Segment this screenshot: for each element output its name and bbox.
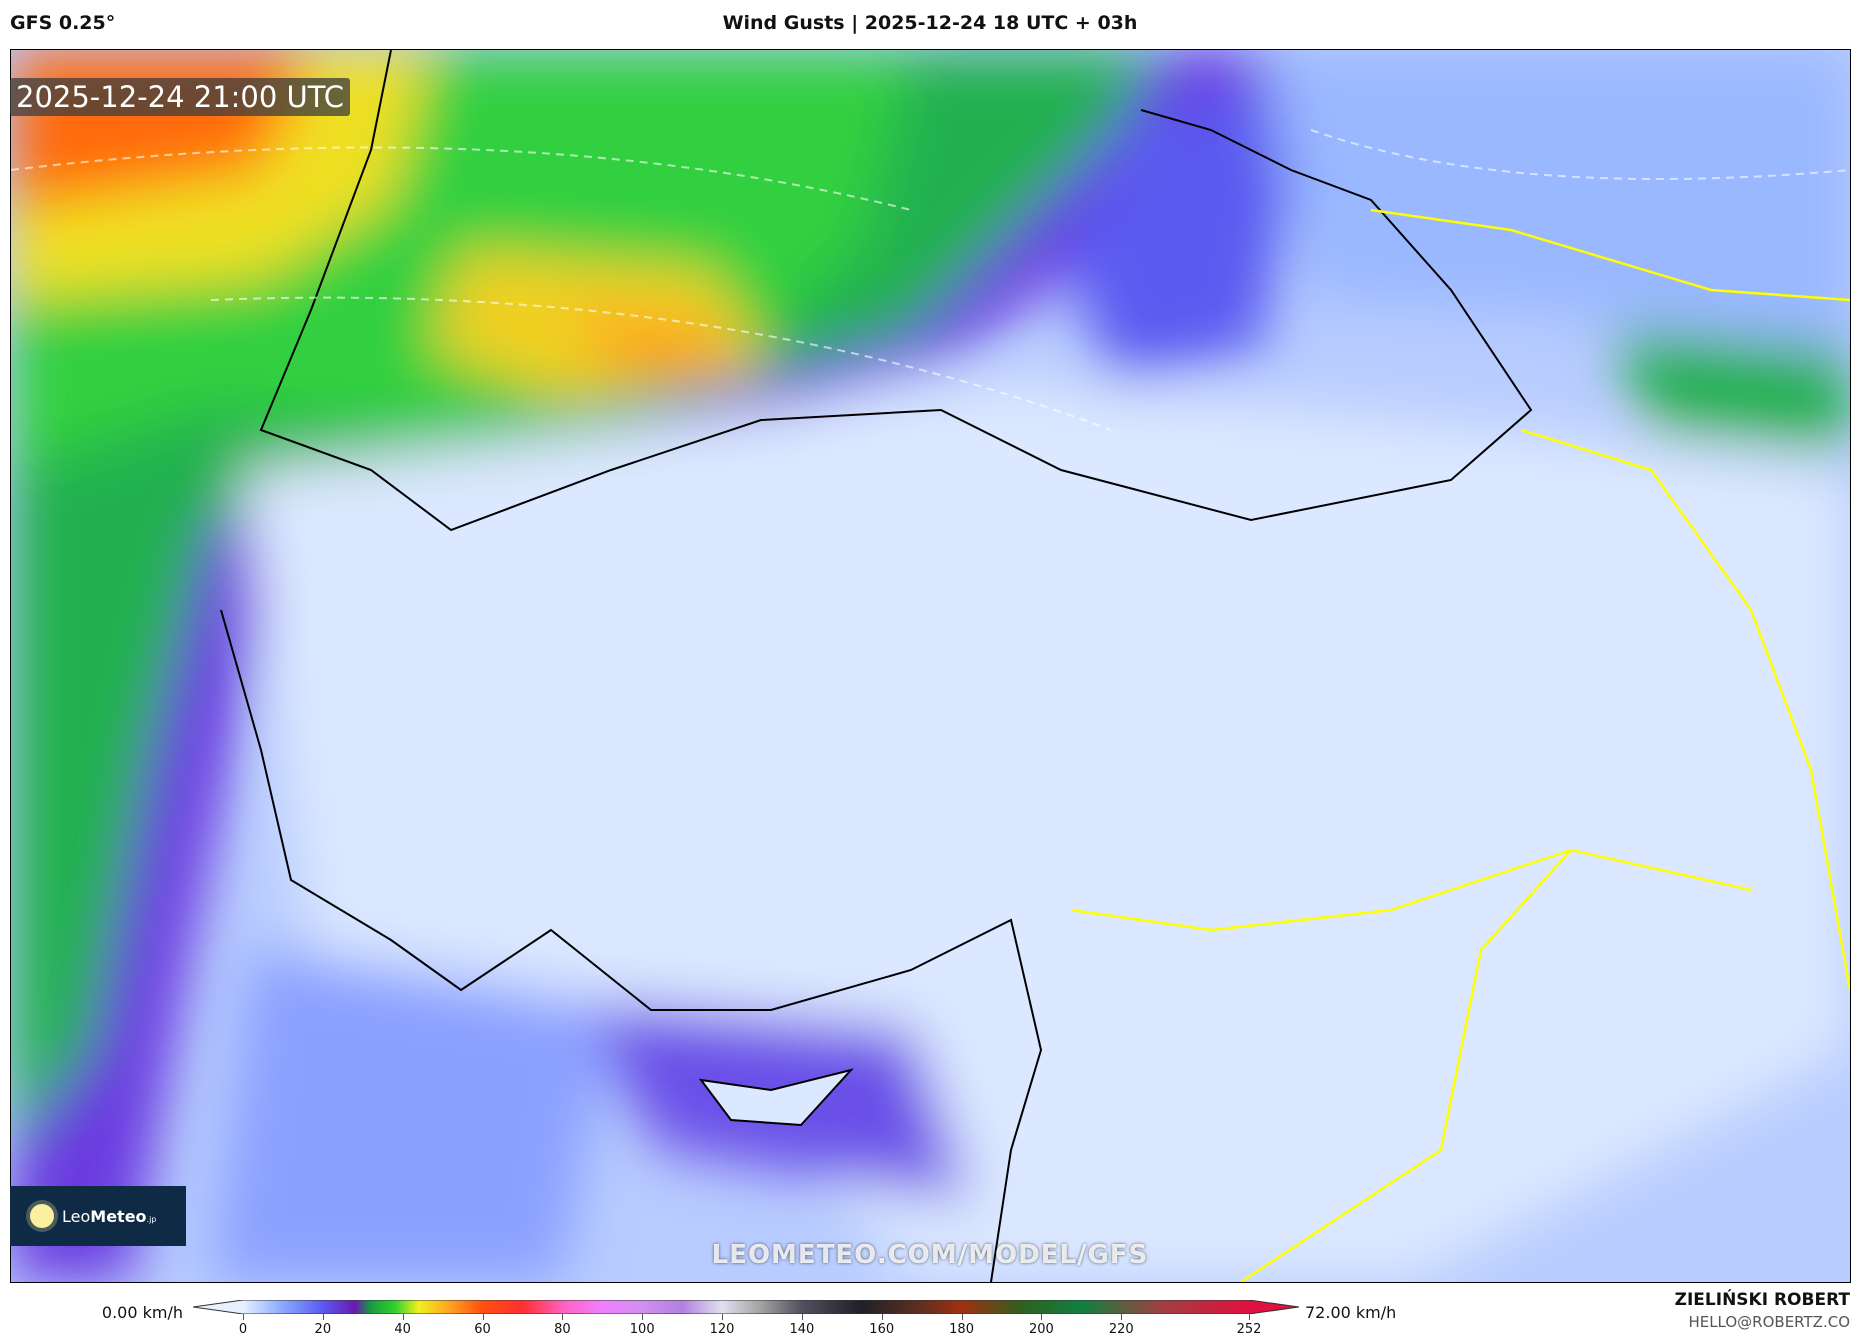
map-field — [11, 50, 1850, 1282]
colorbar-tick-label: 40 — [394, 1322, 411, 1337]
model-label: GFS 0.25° — [10, 12, 116, 34]
colorbar-tick-mark — [1249, 1314, 1250, 1320]
colorbar-tick-mark — [562, 1314, 564, 1320]
colorbar-tick-mark — [1121, 1314, 1123, 1320]
sun-icon — [30, 1204, 54, 1228]
colorbar-tick-label: 0 — [238, 1322, 248, 1337]
leometeo-logo[interactable]: LeoMeteo.jp — [10, 1186, 186, 1246]
colorbar — [193, 1300, 1299, 1314]
colorbar-tick-label: 140 — [789, 1322, 815, 1337]
colorbar-tick-mark — [961, 1314, 963, 1320]
colorbar-tick-label: 80 — [554, 1322, 571, 1337]
colorbar-tick-mark — [243, 1314, 244, 1320]
colorbar-tick-label: 252 — [1236, 1322, 1262, 1337]
colorbar-tick-mark — [402, 1314, 404, 1320]
map-title: Wind Gusts | 2025-12-24 18 UTC + 03h — [722, 12, 1138, 34]
colorbar-tick-label: 180 — [949, 1322, 974, 1337]
author-name: ZIELIŃSKI ROBERT — [1674, 1290, 1850, 1310]
colorbar-tick-mark — [881, 1314, 883, 1320]
colorbar-tick-label: 100 — [629, 1322, 655, 1337]
colorbar-tick-label: 20 — [314, 1322, 332, 1337]
colorbar-tick-mark — [322, 1314, 324, 1320]
colorbar-tick-label: 120 — [709, 1322, 735, 1337]
colorbar-tick-mark — [1041, 1314, 1043, 1320]
colorbar-tick-mark — [801, 1314, 803, 1320]
wind-gust-map[interactable] — [10, 49, 1851, 1283]
colorbar-tick-label: 60 — [474, 1322, 491, 1337]
colorbar-max-label: 72.00 km/h — [1305, 1303, 1397, 1322]
valid-time-label: 2025-12-24 21:00 UTC — [10, 78, 351, 116]
colorbar-tick-label: 220 — [1108, 1322, 1134, 1337]
colorbar-tick-label: 160 — [869, 1322, 895, 1337]
colorbar-tick-mark — [722, 1314, 724, 1320]
colorbar-tick-mark — [482, 1314, 484, 1320]
colorbar-min-label: 0.00 km/h — [101, 1303, 183, 1322]
colorbar-tick-mark — [642, 1314, 644, 1320]
author-email: HELLO@ROBERTZ.CO — [1688, 1313, 1850, 1331]
colorbar-tick-label: 200 — [1028, 1322, 1054, 1337]
logo-text: LeoMeteo.jp — [62, 1206, 157, 1226]
watermark: LEOMETEO.COM/MODEL/GFS — [711, 1240, 1149, 1270]
